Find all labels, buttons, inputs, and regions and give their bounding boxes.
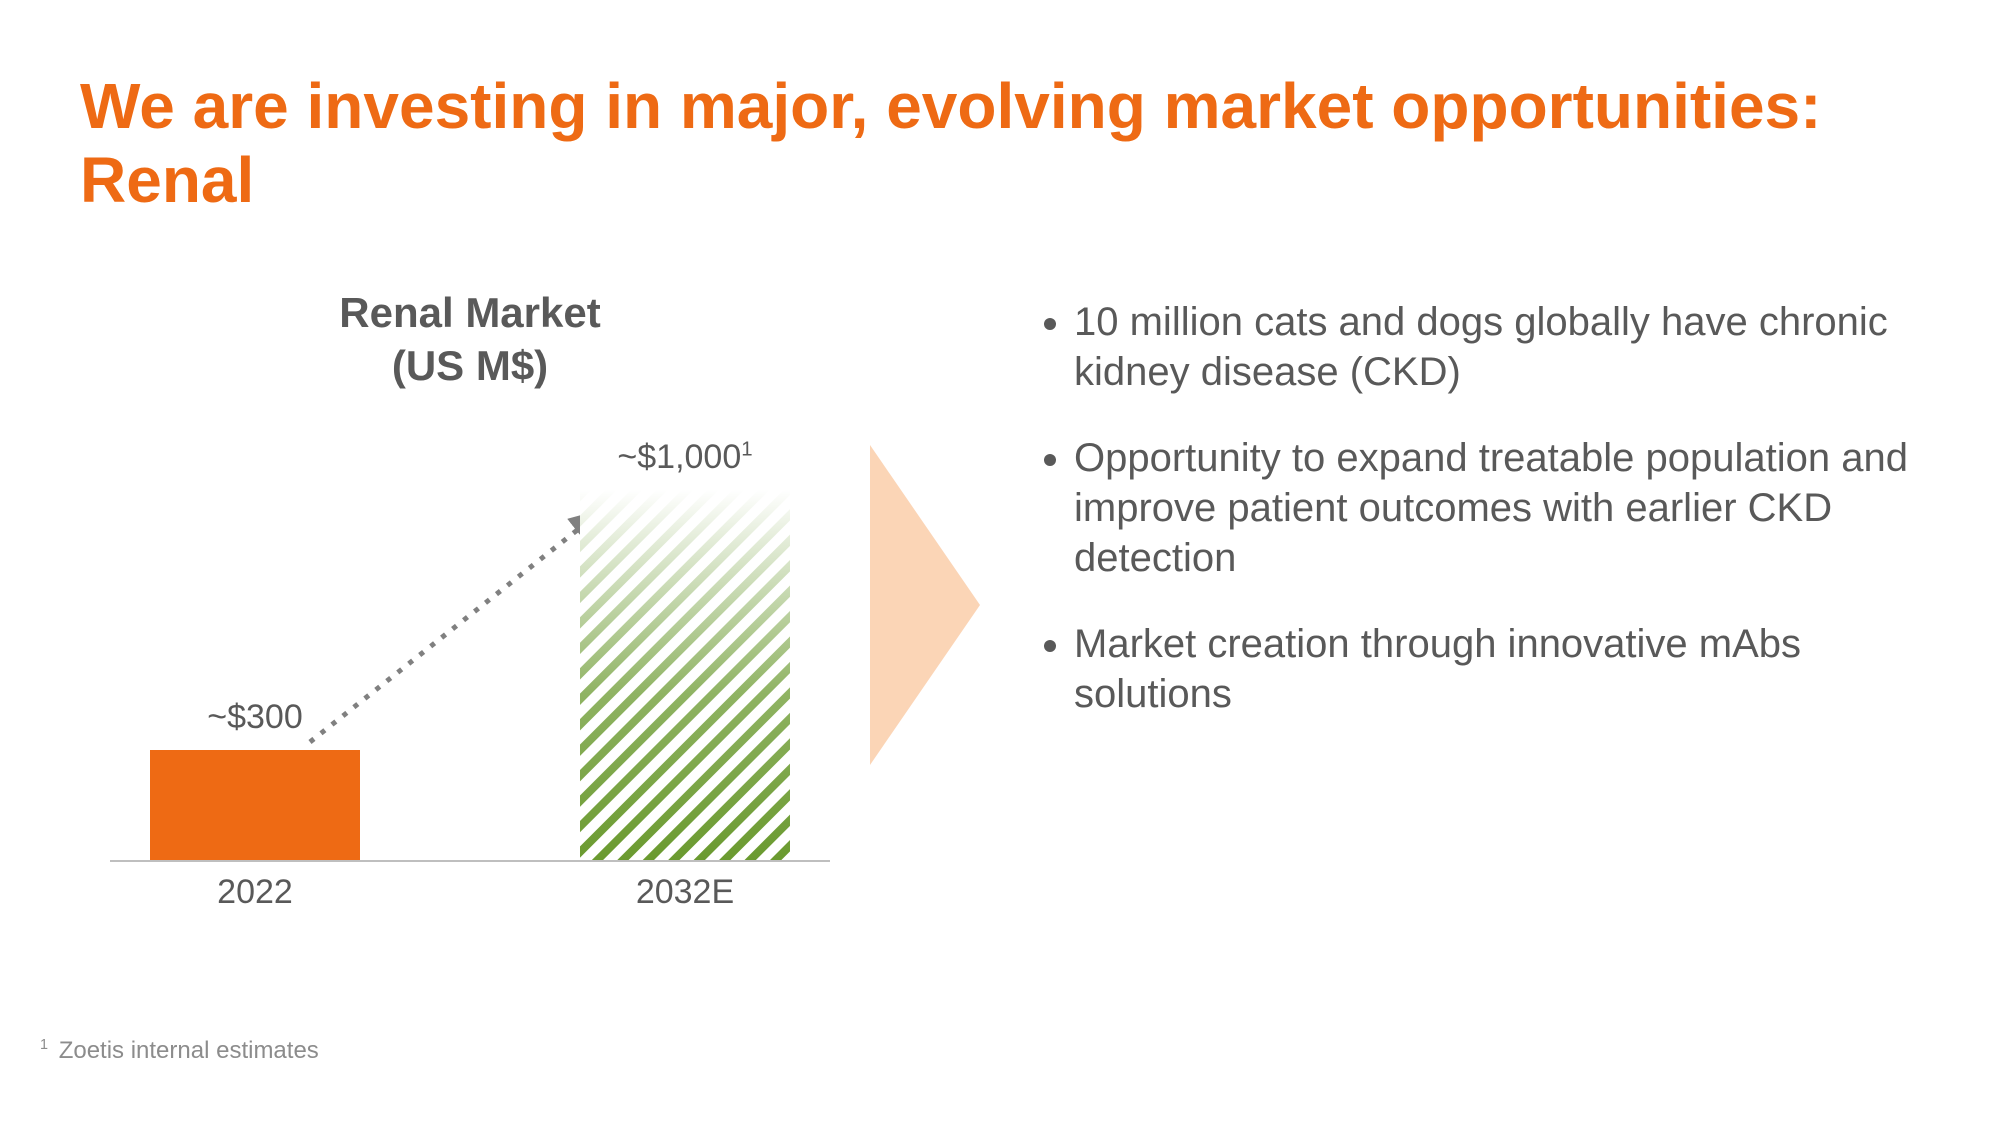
big-arrow-icon — [870, 385, 990, 825]
bar-2022 — [150, 750, 360, 860]
bar-2032e-value-text: ~$1,000 — [617, 438, 741, 476]
bar-2022-value-label: ~$300 — [155, 698, 355, 737]
text-column: 10 million cats and dogs globally have c… — [1000, 287, 1920, 922]
bullet-3: Market creation through innovative mAbs … — [1074, 619, 1920, 719]
footnote: 1 Zoetis internal estimates — [40, 1037, 319, 1065]
bar-2032e-value-label: ~$1,0001 — [585, 438, 785, 477]
slide-title: We are investing in major, evolving mark… — [80, 70, 1920, 217]
chart-area: ~$300 2022 — [110, 432, 830, 922]
content-row: Renal Market (US M$) ~$300 — [80, 287, 1920, 922]
bullet-list: 10 million cats and dogs globally have c… — [1030, 297, 1920, 719]
slide: We are investing in major, evolving mark… — [0, 0, 2000, 1125]
arrow-column — [860, 287, 1000, 922]
bullet-2: Opportunity to expand treatable populati… — [1074, 433, 1920, 583]
bar-2032e-super: 1 — [741, 439, 752, 461]
chart-baseline — [110, 860, 830, 862]
footnote-marker: 1 — [40, 1037, 48, 1053]
chart-column: Renal Market (US M$) ~$300 — [80, 287, 860, 922]
chart-title-line1: Renal Market — [339, 289, 600, 336]
chart-title: Renal Market (US M$) — [80, 287, 860, 392]
bar-2032e — [580, 490, 790, 860]
footnote-text: Zoetis internal estimates — [59, 1037, 319, 1064]
chart-title-line2: (US M$) — [392, 342, 548, 389]
bar-2022-category: 2022 — [155, 873, 355, 912]
bar-2032e-fill — [580, 490, 790, 860]
bullet-1: 10 million cats and dogs globally have c… — [1074, 297, 1920, 397]
bar-2032e-category: 2032E — [585, 873, 785, 912]
